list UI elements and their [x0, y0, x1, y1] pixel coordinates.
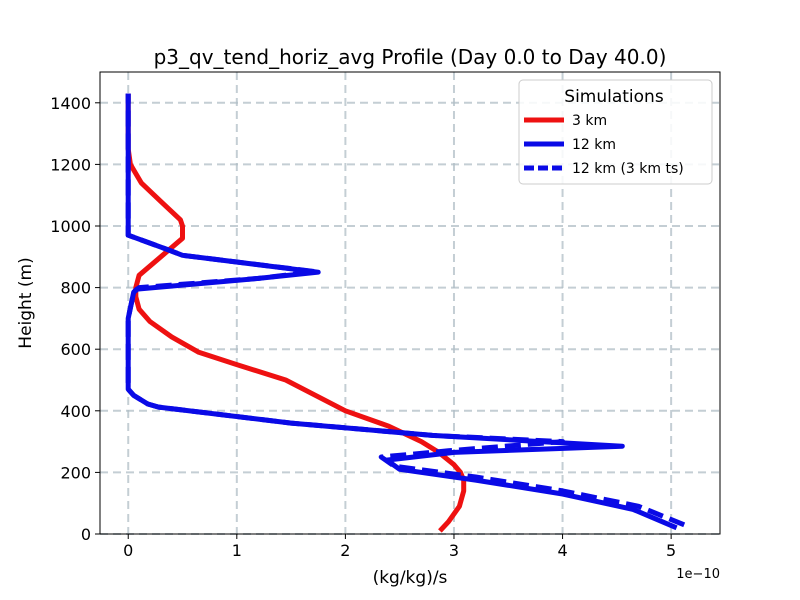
axis-ticks: 0 1 2 3 4 5 0 200 400 600 800 1000 1200 1400	[50, 94, 676, 560]
y-tick-label: 1400	[50, 94, 91, 113]
y-tick-label: 400	[60, 402, 91, 421]
series-line-2	[125, 93, 686, 528]
x-tick-label: 2	[340, 541, 350, 560]
legend-label-3km: 3 km	[572, 113, 607, 129]
grid	[100, 72, 720, 535]
legend-box	[518, 79, 713, 185]
x-tick-label: 5	[666, 541, 676, 560]
x-offset-label: 1e−10	[676, 567, 720, 582]
x-tick-label: 0	[123, 541, 133, 560]
x-tick-label: 3	[449, 541, 459, 560]
y-tick-label: 800	[60, 279, 91, 298]
y-axis-label: Height (m)	[16, 257, 36, 348]
y-tick-label: 600	[60, 340, 91, 359]
series-line-0	[125, 93, 467, 533]
series-group	[125, 93, 686, 533]
y-tick-label: 1000	[50, 217, 91, 236]
x-axis-label: (kg/kg)/s	[373, 568, 448, 588]
x-tick-label: 1	[232, 541, 242, 560]
y-tick-label: 0	[81, 525, 91, 544]
legend: Simulations 3 km 12 km 12 km (3 km ts)	[518, 79, 713, 185]
legend-label-12km-3kmts: 12 km (3 km ts)	[572, 161, 684, 177]
y-tick-label: 1200	[50, 155, 91, 174]
legend-title: Simulations	[564, 87, 664, 107]
x-tick-label: 4	[557, 541, 567, 560]
y-tick-label: 200	[60, 463, 91, 482]
plot-frame	[99, 71, 721, 535]
chart-title: p3_qv_tend_horiz_avg Profile (Day 0.0 to…	[154, 45, 667, 69]
legend-label-12km: 12 km	[572, 137, 616, 153]
